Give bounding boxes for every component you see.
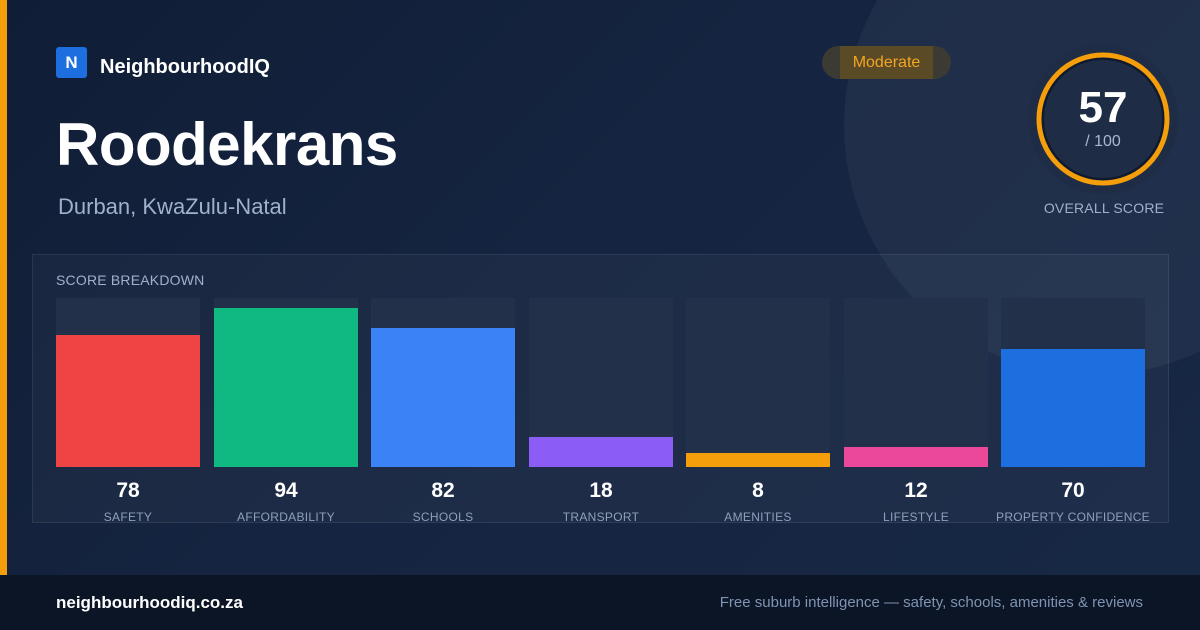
footer-url: neighbourhoodiq.co.za <box>56 593 243 612</box>
rating-badge-label: Moderate <box>852 53 921 71</box>
bar-fill <box>529 437 673 467</box>
bar-value: 8 <box>752 479 764 502</box>
bar-track <box>529 298 673 467</box>
bar-label: SCHOOLS <box>412 510 474 524</box>
bar-label: LIFESTYLE <box>882 510 950 524</box>
score-ring-graphic <box>1028 44 1178 194</box>
score-ring-arc <box>1036 52 1170 186</box>
bar-value: 82 <box>431 479 455 502</box>
bar-value: 12 <box>904 479 928 502</box>
share-card: N NeighbourhoodIQ Roodekrans Durban, Kwa… <box>0 0 1200 575</box>
rating-badge: Moderate <box>822 46 951 79</box>
rating-badge-highlight <box>840 46 933 79</box>
footer: neighbourhoodiq.co.za Free suburb intell… <box>0 575 1200 630</box>
bar-label: AMENITIES <box>724 510 792 524</box>
suburb-title: Roodekrans <box>56 111 398 178</box>
bar-label: TRANSPORT <box>562 510 640 524</box>
bar-track <box>56 298 200 467</box>
overall-score-max: / 100 <box>1085 133 1121 150</box>
bar-track <box>371 298 515 467</box>
bar-track <box>1001 298 1145 467</box>
bar-label: PROPERTY CONFIDENCE <box>996 510 1150 524</box>
bar-fill <box>214 308 358 467</box>
brand: N NeighbourhoodIQ <box>56 46 270 79</box>
brand-logo-letter: N <box>65 52 78 72</box>
bar-label: SAFETY <box>103 510 153 524</box>
overall-score-label: OVERALL SCORE <box>1043 200 1165 216</box>
breakdown-title: SCORE BREAKDOWN <box>56 272 205 288</box>
bar-fill <box>371 328 515 467</box>
bar-fill <box>844 447 988 467</box>
accent-bar <box>0 0 7 575</box>
overall-score-value: 57 <box>1078 83 1128 132</box>
bar-label: AFFORDABILITY <box>237 510 335 524</box>
score-breakdown-panel: SCORE BREAKDOWN 78 SAFETY 94 AFFORDABILITY 8… <box>32 254 1169 524</box>
bar-value: 70 <box>1061 479 1085 502</box>
suburb-location: Durban, KwaZulu-Natal <box>58 194 287 219</box>
bar-track <box>686 298 830 467</box>
score-ring-backdrop <box>1028 44 1178 194</box>
bar-fill <box>1001 349 1145 467</box>
brand-logo-icon: N <box>56 47 87 78</box>
bar-value: 94 <box>274 479 298 502</box>
footer-tagline: Free suburb intelligence — safety, schoo… <box>719 594 1143 611</box>
bar-fill <box>56 335 200 467</box>
bar-value: 18 <box>589 479 613 502</box>
brand-name: NeighbourhoodIQ <box>100 56 270 78</box>
bar-value: 78 <box>116 479 140 502</box>
overall-score-ring: 57 / 100 <box>1028 44 1178 194</box>
bar-track <box>214 298 358 467</box>
bar-track <box>844 298 988 467</box>
bar-fill <box>686 453 830 467</box>
